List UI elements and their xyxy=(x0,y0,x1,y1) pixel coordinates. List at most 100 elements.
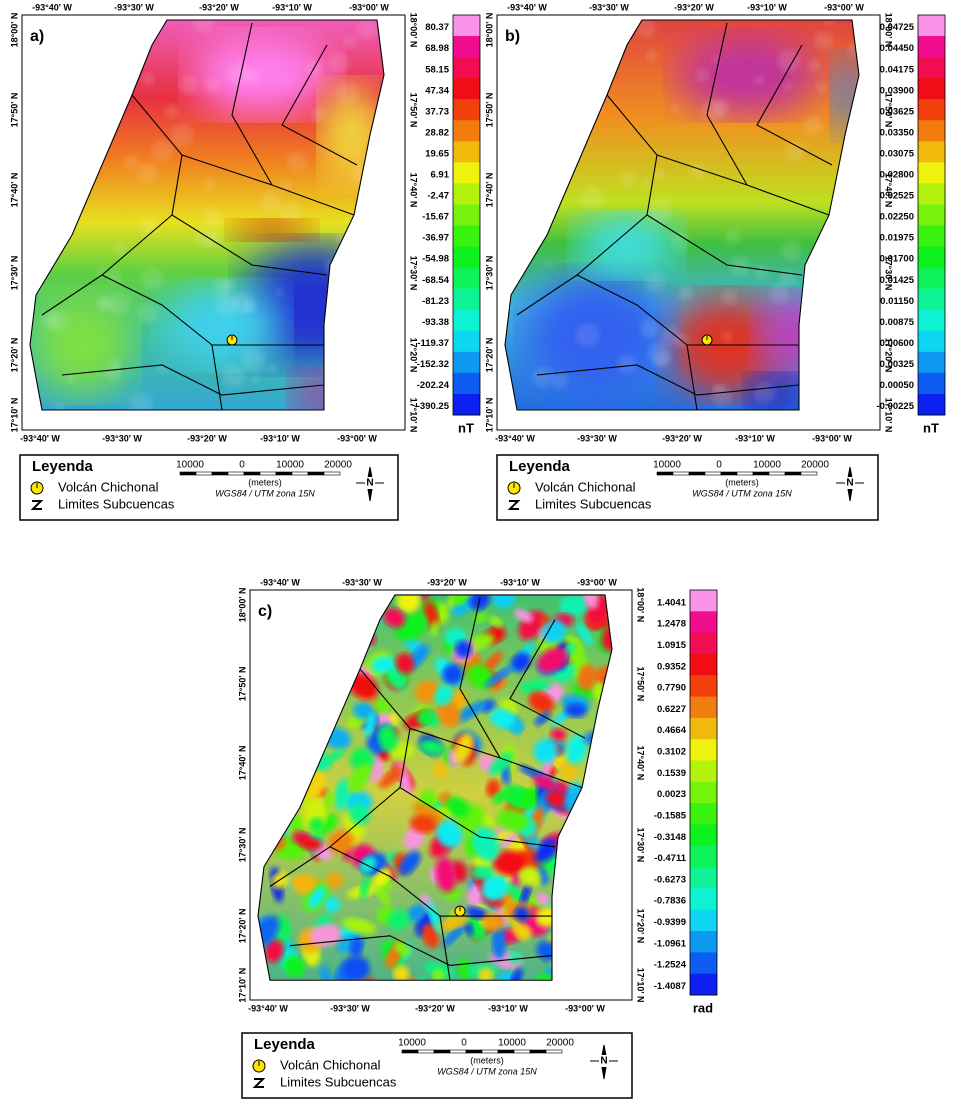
phase-cell xyxy=(541,620,567,644)
phase-cell xyxy=(533,738,558,764)
texture xyxy=(141,267,164,291)
phase-cell xyxy=(478,967,494,981)
panel-label: c) xyxy=(258,603,272,620)
lat-tick: 17°50' N xyxy=(237,666,247,701)
scale-segment xyxy=(179,471,197,476)
phase-cell xyxy=(490,708,516,729)
phase-cell xyxy=(414,680,440,704)
phase-cell xyxy=(489,615,503,627)
colorbar-swatch xyxy=(918,15,945,37)
colorbar-label: 0.02525 xyxy=(880,191,915,202)
colorbar-frame xyxy=(917,14,946,416)
legend-boundary-icon xyxy=(252,1078,266,1088)
lat-tick: 17°50' N xyxy=(484,93,494,128)
phase-cell xyxy=(399,850,421,876)
outline xyxy=(257,594,613,981)
lat-tick: 17°20' N xyxy=(484,338,494,373)
phase-cell xyxy=(435,856,457,893)
phase-cell xyxy=(348,803,371,825)
texture xyxy=(123,154,139,170)
boundary xyxy=(459,597,501,759)
anomaly xyxy=(577,215,677,275)
colorbar-unit: rad xyxy=(693,1000,713,1015)
colorbar-swatch xyxy=(690,739,717,762)
texture xyxy=(137,303,158,324)
legend-volcano-text: Volcán Chichonal xyxy=(535,479,636,494)
phase-cell xyxy=(308,817,325,833)
phase-cell xyxy=(537,647,568,673)
scale-segment xyxy=(227,471,245,476)
scale-label: 20000 xyxy=(324,460,352,471)
colorbar-swatch xyxy=(918,267,945,290)
colorbar-swatch xyxy=(918,183,945,205)
colorbar-swatch xyxy=(453,288,480,311)
legend: Leyenda Volcán Chichonal Limites Subcuenca… xyxy=(496,454,879,521)
colorbar-swatch xyxy=(453,351,480,374)
texture xyxy=(670,231,690,252)
lon-tick: -93°30' W xyxy=(114,2,154,12)
lat-tick: 18°00' N xyxy=(636,587,646,622)
phase-cell xyxy=(577,664,596,691)
phase-cell xyxy=(486,779,501,798)
subbasin-boundaries xyxy=(504,19,860,411)
scale-segment xyxy=(401,1049,419,1054)
lat-tick: 17°10' N xyxy=(9,398,19,433)
boundary xyxy=(536,364,800,396)
colorbar-label: 1.4041 xyxy=(657,597,687,608)
phase-cell xyxy=(436,700,461,728)
colorbar-swatch xyxy=(918,162,945,184)
phase-cell xyxy=(300,837,323,851)
phase-cell xyxy=(554,781,570,794)
lat-tick: 17°30' N xyxy=(484,256,494,291)
texture xyxy=(204,77,220,92)
phase-cell xyxy=(550,728,567,741)
phase-cell xyxy=(348,763,372,793)
boundary xyxy=(329,846,552,917)
colorbar-label: -36.97 xyxy=(422,233,449,244)
scale-unit: (meters) xyxy=(248,477,282,487)
colorbar-swatch xyxy=(453,183,480,205)
texture xyxy=(241,348,265,372)
anomaly xyxy=(192,35,332,115)
colorbar-label: -93.38 xyxy=(422,317,449,328)
phase-cell xyxy=(412,802,444,824)
lat-tick: 17°40' N xyxy=(409,173,419,208)
boundary xyxy=(289,935,553,966)
texture xyxy=(141,73,155,86)
colorbar-swatch xyxy=(690,696,717,719)
phase-cell xyxy=(387,909,411,931)
phase-cell xyxy=(383,607,406,628)
phase-cell xyxy=(394,941,411,957)
lon-tick: -93°10' W xyxy=(735,433,775,443)
texture xyxy=(275,287,285,297)
legend-boundary-text: Limites Subcuencas xyxy=(58,496,175,511)
phase-cell xyxy=(546,789,568,808)
scale-segment xyxy=(672,471,690,476)
texture xyxy=(653,168,665,180)
phase-cell xyxy=(324,789,334,812)
colorbar-label: -0.4711 xyxy=(654,853,686,864)
scale-unit: (meters) xyxy=(470,1055,504,1065)
phase-cell xyxy=(482,651,503,674)
lat-tick: 17°10' N xyxy=(884,398,894,433)
map-panel: a) -93°40' W -93°30' W -93°20' W -93°10' W -9… xyxy=(9,2,481,521)
texture xyxy=(164,104,179,119)
phase-cell xyxy=(536,892,550,906)
map-panel: b) -93°40' W -93°30' W -93°20' W -93°10' W -9… xyxy=(484,2,946,521)
lat-tick: 17°20' N xyxy=(237,909,247,944)
colorbar-swatch xyxy=(690,867,717,889)
lat-tick: 17°50' N xyxy=(884,93,894,128)
phase-cell xyxy=(372,697,391,715)
lon-tick: -93°00' W xyxy=(565,1003,605,1013)
phase-cell xyxy=(378,766,404,788)
colorbar-swatch xyxy=(453,78,480,100)
phase-cell xyxy=(319,965,333,981)
phase-cell xyxy=(601,623,612,652)
scale-segment xyxy=(307,471,325,476)
phase-cell xyxy=(283,955,306,978)
colorbar-swatch xyxy=(918,141,945,163)
phase-cell xyxy=(308,886,326,909)
texture xyxy=(204,178,216,190)
colorbar-label: -0.1585 xyxy=(654,810,687,821)
colorbar-label: 0.00600 xyxy=(880,338,914,349)
